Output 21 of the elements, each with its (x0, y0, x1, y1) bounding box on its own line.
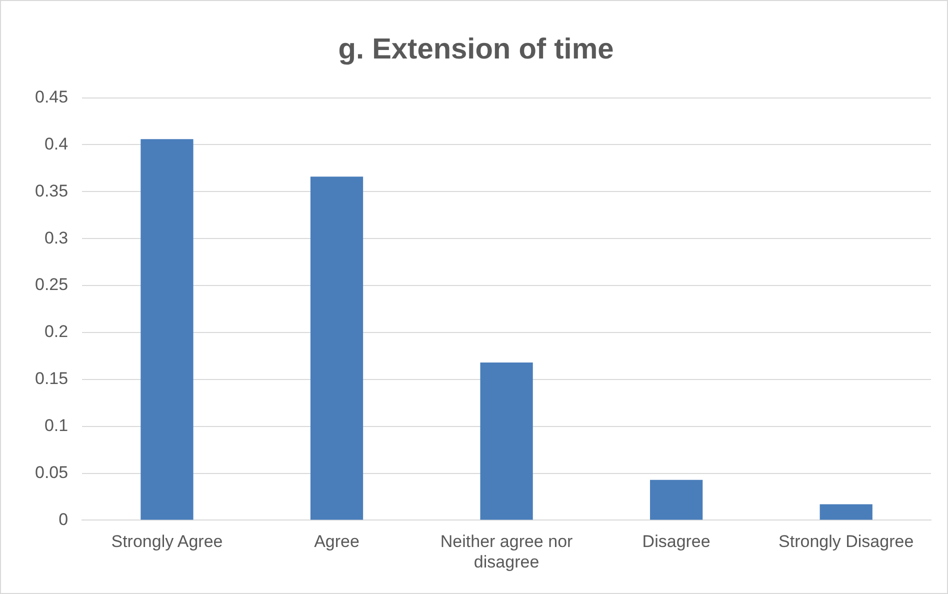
x-tick-label: Strongly Disagree (778, 532, 914, 552)
y-tick-label: 0.05 (34, 462, 68, 482)
y-tick-label: 0.2 (44, 322, 68, 342)
chart-title: g. Extension of time (338, 33, 614, 66)
bar (650, 480, 703, 520)
bar (140, 139, 194, 520)
y-tick-label: 0.25 (34, 275, 68, 294)
bar (310, 176, 364, 520)
bar (820, 504, 872, 520)
y-tick-label: 0 (58, 510, 68, 529)
x-tick-label: Strongly Agree (111, 532, 223, 552)
y-tick-label: 0.45 (34, 87, 68, 106)
y-tick-label: 0.3 (44, 228, 68, 248)
x-tick-label: Disagree (642, 532, 710, 552)
x-tick-label: Neither agree nor disagree (440, 532, 574, 572)
y-tick-label: 0.4 (44, 134, 68, 154)
bar (480, 362, 533, 520)
y-tick-label: 0.15 (34, 369, 68, 388)
y-tick-label: 0.1 (44, 416, 68, 436)
y-tick-label: 0.35 (34, 181, 68, 200)
x-tick-label: Agree (314, 532, 360, 552)
